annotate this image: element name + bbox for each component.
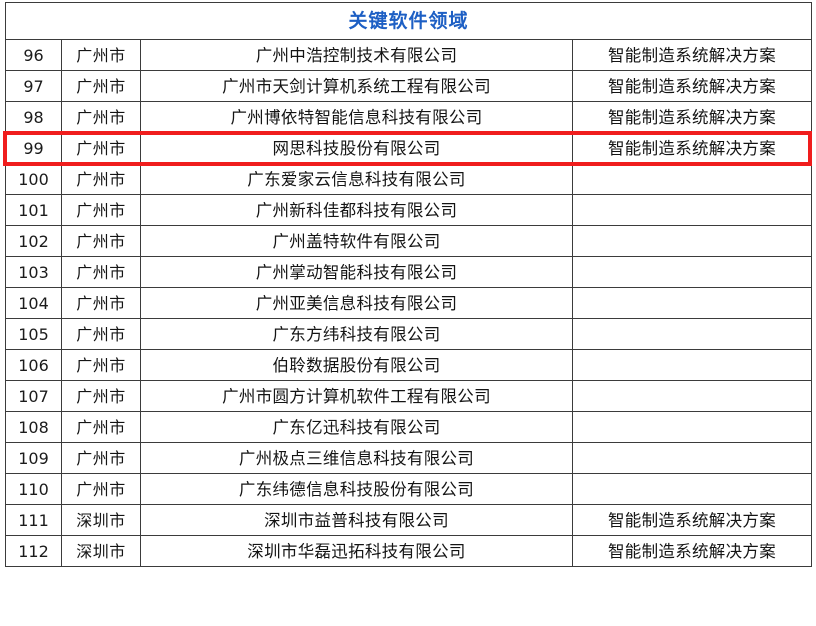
cell-index[interactable]: 98 bbox=[5, 101, 62, 133]
cell-index[interactable]: 103 bbox=[5, 256, 62, 288]
cell-index[interactable]: 97 bbox=[5, 70, 62, 102]
cell-city[interactable]: 广州市 bbox=[61, 101, 141, 133]
cell-company[interactable]: 广州市天剑计算机系统工程有限公司 bbox=[140, 70, 573, 102]
cell-field[interactable] bbox=[571, 442, 813, 474]
table-row[interactable]: 109 广州市 广州极点三维信息科技有限公司 bbox=[5, 442, 813, 474]
cell-city[interactable]: 广州市 bbox=[61, 70, 141, 102]
cell-city[interactable]: 深圳市 bbox=[61, 535, 141, 567]
cell-company[interactable]: 广东爱家云信息科技有限公司 bbox=[140, 163, 573, 195]
cell-city[interactable]: 广州市 bbox=[61, 380, 141, 412]
cell-company[interactable]: 深圳市益普科技有限公司 bbox=[140, 504, 573, 536]
table-row[interactable]: 112 深圳市 深圳市华磊迅拓科技有限公司 智能制造系统解决方案 bbox=[5, 535, 813, 567]
cell-city[interactable]: 广州市 bbox=[61, 287, 141, 319]
cell-company[interactable]: 广东方纬科技有限公司 bbox=[140, 318, 573, 350]
cell-city[interactable]: 广州市 bbox=[61, 194, 141, 226]
cell-company[interactable]: 广东纬德信息科技股份有限公司 bbox=[140, 473, 573, 505]
cell-city[interactable]: 广州市 bbox=[61, 225, 141, 257]
table-row[interactable]: 104 广州市 广州亚美信息科技有限公司 bbox=[5, 287, 813, 319]
cell-field[interactable] bbox=[571, 349, 813, 381]
cell-city[interactable]: 广州市 bbox=[61, 318, 141, 350]
cell-company[interactable]: 广州市圆方计算机软件工程有限公司 bbox=[140, 380, 573, 412]
cell-field[interactable] bbox=[571, 318, 813, 350]
cell-company[interactable]: 广州极点三维信息科技有限公司 bbox=[140, 442, 573, 474]
cell-index[interactable]: 109 bbox=[5, 442, 62, 474]
cell-city[interactable]: 广州市 bbox=[61, 411, 141, 443]
cell-index[interactable]: 107 bbox=[5, 380, 62, 412]
table-row[interactable]: 96 广州市 广州中浩控制技术有限公司 智能制造系统解决方案 bbox=[5, 39, 813, 71]
cell-company[interactable]: 广州亚美信息科技有限公司 bbox=[140, 287, 573, 319]
table-body: 关键软件领域 96 广州市 广州中浩控制技术有限公司 智能制造系统解决方案 97 广州市广… bbox=[4, 2, 813, 567]
cell-company[interactable]: 伯聆数据股份有限公司 bbox=[140, 349, 573, 381]
cell-index[interactable]: 105 bbox=[5, 318, 62, 350]
cell-company[interactable]: 广州中浩控制技术有限公司 bbox=[140, 39, 573, 71]
cell-index[interactable]: 106 bbox=[5, 349, 62, 381]
cell-field[interactable]: 智能制造系统解决方案 bbox=[571, 70, 813, 102]
cell-city[interactable]: 广州市 bbox=[61, 473, 141, 505]
table-row[interactable]: 102 广州市 广州盖特软件有限公司 bbox=[5, 225, 813, 257]
cell-field[interactable]: 智能制造系统解决方案 bbox=[571, 535, 813, 567]
table-row[interactable]: 100 广州市 广东爱家云信息科技有限公司 bbox=[5, 163, 813, 195]
cell-index[interactable]: 111 bbox=[5, 504, 62, 536]
table-title-row: 关键软件领域 bbox=[4, 2, 813, 40]
cell-city[interactable]: 广州市 bbox=[61, 442, 141, 474]
cell-index[interactable]: 108 bbox=[5, 411, 62, 443]
cell-company[interactable]: 网思科技股份有限公司 bbox=[140, 132, 573, 164]
cell-company[interactable]: 广州盖特软件有限公司 bbox=[140, 225, 573, 257]
cell-field[interactable]: 智能制造系统解决方案 bbox=[571, 504, 813, 536]
table-row[interactable]: 97 广州市 广州市天剑计算机系统工程有限公司 智能制造系统解决方案 bbox=[5, 70, 813, 102]
table-row[interactable]: 103 广州市 广州掌动智能科技有限公司 bbox=[5, 256, 813, 288]
table-row[interactable]: 101 广州市 广州新科佳都科技有限公司 bbox=[5, 194, 813, 226]
table-row[interactable]: 99 广州市 网思科技股份有限公司 智能制造系统解决方案 bbox=[5, 132, 813, 164]
cell-index[interactable]: 96 bbox=[5, 39, 62, 71]
cell-index[interactable]: 110 bbox=[5, 473, 62, 505]
cell-index[interactable]: 100 bbox=[5, 163, 62, 195]
cell-index[interactable]: 99 bbox=[5, 132, 62, 164]
cell-field[interactable] bbox=[571, 225, 813, 257]
cell-index[interactable]: 102 bbox=[5, 225, 62, 257]
cell-city[interactable]: 广州市 bbox=[61, 39, 141, 71]
cell-field[interactable] bbox=[571, 287, 813, 319]
cell-field[interactable] bbox=[571, 411, 813, 443]
cell-company[interactable]: 广州博依特智能信息科技有限公司 bbox=[140, 101, 573, 133]
cell-company[interactable]: 广州新科佳都科技有限公司 bbox=[140, 194, 573, 226]
cell-field[interactable] bbox=[571, 256, 813, 288]
cell-index[interactable]: 112 bbox=[5, 535, 62, 567]
cell-field[interactable]: 智能制造系统解决方案 bbox=[571, 101, 813, 133]
cell-field[interactable]: 智能制造系统解决方案 bbox=[571, 39, 813, 71]
cell-field[interactable] bbox=[571, 163, 813, 195]
cell-field[interactable]: 智能制造系统解决方案 bbox=[571, 132, 813, 164]
table-title-text: 关键软件领域 bbox=[348, 10, 469, 32]
table-row[interactable]: 108 广州市 广东亿迅科技有限公司 bbox=[5, 411, 813, 443]
table-row[interactable]: 111 深圳市 深圳市益普科技有限公司 智能制造系统解决方案 bbox=[5, 504, 813, 536]
cell-field[interactable] bbox=[571, 194, 813, 226]
cell-city[interactable]: 广州市 bbox=[61, 132, 141, 164]
cell-company[interactable]: 深圳市华磊迅拓科技有限公司 bbox=[140, 535, 573, 567]
table-row[interactable]: 105 广州市 广东方纬科技有限公司 bbox=[5, 318, 813, 350]
cell-field[interactable] bbox=[571, 473, 813, 505]
table-title-cell: 关键软件领域 bbox=[4, 2, 813, 40]
key-software-field-table: 关键软件领域 96 广州市 广州中浩控制技术有限公司 智能制造系统解决方案 97 广州市广… bbox=[4, 2, 813, 567]
cell-city[interactable]: 广州市 bbox=[61, 349, 141, 381]
table-row[interactable]: 98 广州市 广州博依特智能信息科技有限公司 智能制造系统解决方案 bbox=[5, 101, 813, 133]
cell-company[interactable]: 广州掌动智能科技有限公司 bbox=[140, 256, 573, 288]
cell-field[interactable] bbox=[571, 380, 813, 412]
table-row[interactable]: 107 广州市 广州市圆方计算机软件工程有限公司 bbox=[5, 380, 813, 412]
cell-index[interactable]: 101 bbox=[5, 194, 62, 226]
cell-city[interactable]: 深圳市 bbox=[61, 504, 141, 536]
cell-index[interactable]: 104 bbox=[5, 287, 62, 319]
cell-city[interactable]: 广州市 bbox=[61, 163, 141, 195]
cell-city[interactable]: 广州市 bbox=[61, 256, 141, 288]
table-row[interactable]: 110 广州市 广东纬德信息科技股份有限公司 bbox=[5, 473, 813, 505]
cell-company[interactable]: 广东亿迅科技有限公司 bbox=[140, 411, 573, 443]
table-row[interactable]: 106 广州市 伯聆数据股份有限公司 bbox=[5, 349, 813, 381]
